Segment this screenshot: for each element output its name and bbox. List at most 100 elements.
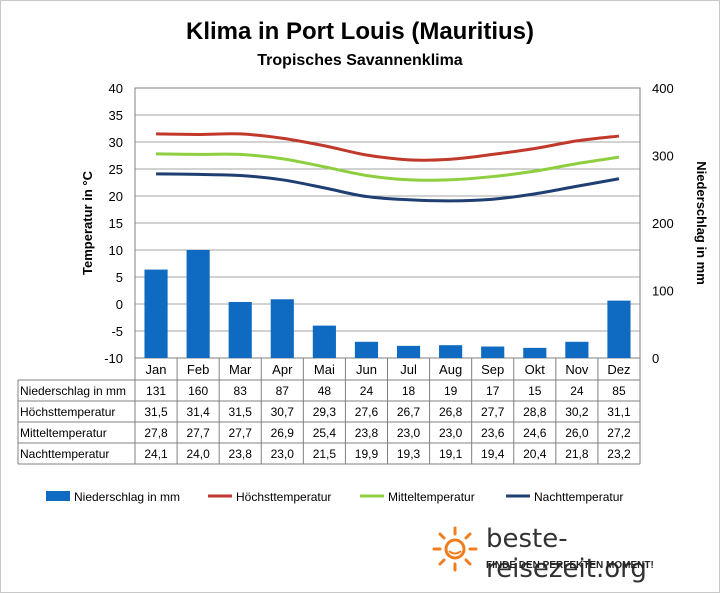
table-cell: 23,0 bbox=[397, 426, 421, 440]
x-category-label: Apr bbox=[272, 362, 293, 377]
table-cell: 25,4 bbox=[313, 426, 337, 440]
table-cell: 23,6 bbox=[481, 426, 505, 440]
y-left-tick: 10 bbox=[109, 243, 123, 258]
table-cell: 87 bbox=[276, 384, 290, 398]
x-category-label: Jan bbox=[146, 362, 167, 377]
table-cell: 23,0 bbox=[439, 426, 463, 440]
table-cell: 17 bbox=[486, 384, 500, 398]
chart-subtitle: Tropisches Savannenklima bbox=[257, 52, 463, 69]
table-cell: 18 bbox=[402, 384, 416, 398]
sun-icon bbox=[432, 526, 478, 572]
table-cell: 24 bbox=[360, 384, 374, 398]
table-cell: 27,2 bbox=[607, 426, 631, 440]
table-cell: 85 bbox=[612, 384, 626, 398]
y-right-tick: 200 bbox=[652, 216, 674, 231]
table-row-label: Mitteltemperatur bbox=[20, 426, 107, 440]
x-category-label: Dez bbox=[607, 362, 630, 377]
y-left-tick: -10 bbox=[104, 351, 123, 366]
table-cell: 29,3 bbox=[313, 405, 337, 419]
precip-bar bbox=[144, 269, 168, 358]
table-cell: 23,8 bbox=[229, 447, 253, 461]
legend-label: Höchsttemperatur bbox=[236, 490, 331, 504]
table-cell: 48 bbox=[318, 384, 332, 398]
table-cell: 24,1 bbox=[144, 447, 168, 461]
table-cell: 27,7 bbox=[481, 405, 505, 419]
y-right-tick: 300 bbox=[652, 149, 674, 164]
y-left-tick: 30 bbox=[109, 135, 123, 150]
brand-logo[interactable]: beste-reisezeit.org FINDE DEN PERFEKTEN … bbox=[428, 520, 718, 584]
x-category-label: Nov bbox=[565, 362, 589, 377]
table-cell: 24,6 bbox=[523, 426, 547, 440]
x-category-label: Jun bbox=[356, 362, 377, 377]
table-cell: 19,4 bbox=[481, 447, 505, 461]
table-cell: 24,0 bbox=[186, 447, 210, 461]
precip-bar bbox=[523, 347, 547, 358]
table-cell: 15 bbox=[528, 384, 542, 398]
y-left-tick: 20 bbox=[109, 189, 123, 204]
brand-name: beste-reisezeit.org bbox=[486, 524, 647, 584]
table-cell: 26,8 bbox=[439, 405, 463, 419]
table-row-label: Niederschlag in mm bbox=[20, 384, 126, 398]
table-cell: 160 bbox=[188, 384, 208, 398]
x-category-label: Mai bbox=[314, 362, 335, 377]
table-cell: 26,9 bbox=[271, 426, 295, 440]
y-left-tick: 35 bbox=[109, 108, 123, 123]
table-row-label: Höchsttemperatur bbox=[20, 405, 115, 419]
table-cell: 19,1 bbox=[439, 447, 463, 461]
x-category-label: Feb bbox=[187, 362, 209, 377]
table-cell: 26,0 bbox=[565, 426, 589, 440]
table-cell: 19,9 bbox=[355, 447, 379, 461]
table-cell: 131 bbox=[146, 384, 166, 398]
table-cell: 27,8 bbox=[144, 426, 168, 440]
table-cell: 31,1 bbox=[607, 405, 631, 419]
legend-label: Mitteltemperatur bbox=[388, 490, 475, 504]
table-cell: 83 bbox=[234, 384, 248, 398]
x-category-label: Mar bbox=[229, 362, 252, 377]
x-category-label: Sep bbox=[481, 362, 504, 377]
y-right-tick: 100 bbox=[652, 284, 674, 299]
x-category-label: Okt bbox=[525, 362, 546, 377]
table-cell: 21,8 bbox=[565, 447, 589, 461]
table-cell: 31,5 bbox=[144, 405, 168, 419]
precip-bar bbox=[312, 325, 336, 358]
precip-bar bbox=[565, 341, 589, 358]
y-left-tick: -5 bbox=[111, 324, 123, 339]
precip-bar bbox=[186, 250, 210, 358]
table-cell: 26,7 bbox=[397, 405, 421, 419]
y-left-axis-title: Temperatur in °C bbox=[80, 170, 95, 275]
precip-bar bbox=[396, 345, 421, 358]
max-temp-line bbox=[156, 132, 620, 162]
table-cell: 23,2 bbox=[607, 447, 631, 461]
table-cell: 30,2 bbox=[565, 405, 589, 419]
brand-tagline: FINDE DEN PERFEKTEN MOMENT! bbox=[486, 560, 654, 571]
y-right-tick: 0 bbox=[652, 351, 659, 366]
precip-bar bbox=[607, 300, 631, 358]
table-cell: 23,0 bbox=[271, 447, 295, 461]
x-category-label: Aug bbox=[439, 362, 462, 377]
table-cell: 27,6 bbox=[355, 405, 379, 419]
table-cell: 28,8 bbox=[523, 405, 547, 419]
table-cell: 19,3 bbox=[397, 447, 421, 461]
table-cell: 30,7 bbox=[271, 405, 295, 419]
table-cell: 24 bbox=[570, 384, 584, 398]
table-cell: 31,4 bbox=[186, 405, 210, 419]
y-right-axis-title: Niederschlag in mm bbox=[694, 161, 709, 285]
y-left-tick: 25 bbox=[109, 162, 123, 177]
x-category-label: Jul bbox=[400, 362, 417, 377]
precip-bar bbox=[228, 301, 252, 358]
y-left-tick: 0 bbox=[116, 297, 123, 312]
table-cell: 20,4 bbox=[523, 447, 547, 461]
precip-bar bbox=[270, 299, 294, 358]
precip-bar bbox=[481, 346, 505, 358]
table-row-label: Nachttemperatur bbox=[20, 447, 109, 461]
legend-swatch bbox=[46, 491, 70, 501]
table-cell: 19 bbox=[444, 384, 458, 398]
y-left-tick: 15 bbox=[109, 216, 123, 231]
y-left-tick: 5 bbox=[116, 270, 123, 285]
y-right-tick: 400 bbox=[652, 81, 674, 96]
table-cell: 23,8 bbox=[355, 426, 379, 440]
table-cell: 21,5 bbox=[313, 447, 337, 461]
legend-label: Niederschlag in mm bbox=[74, 490, 180, 504]
